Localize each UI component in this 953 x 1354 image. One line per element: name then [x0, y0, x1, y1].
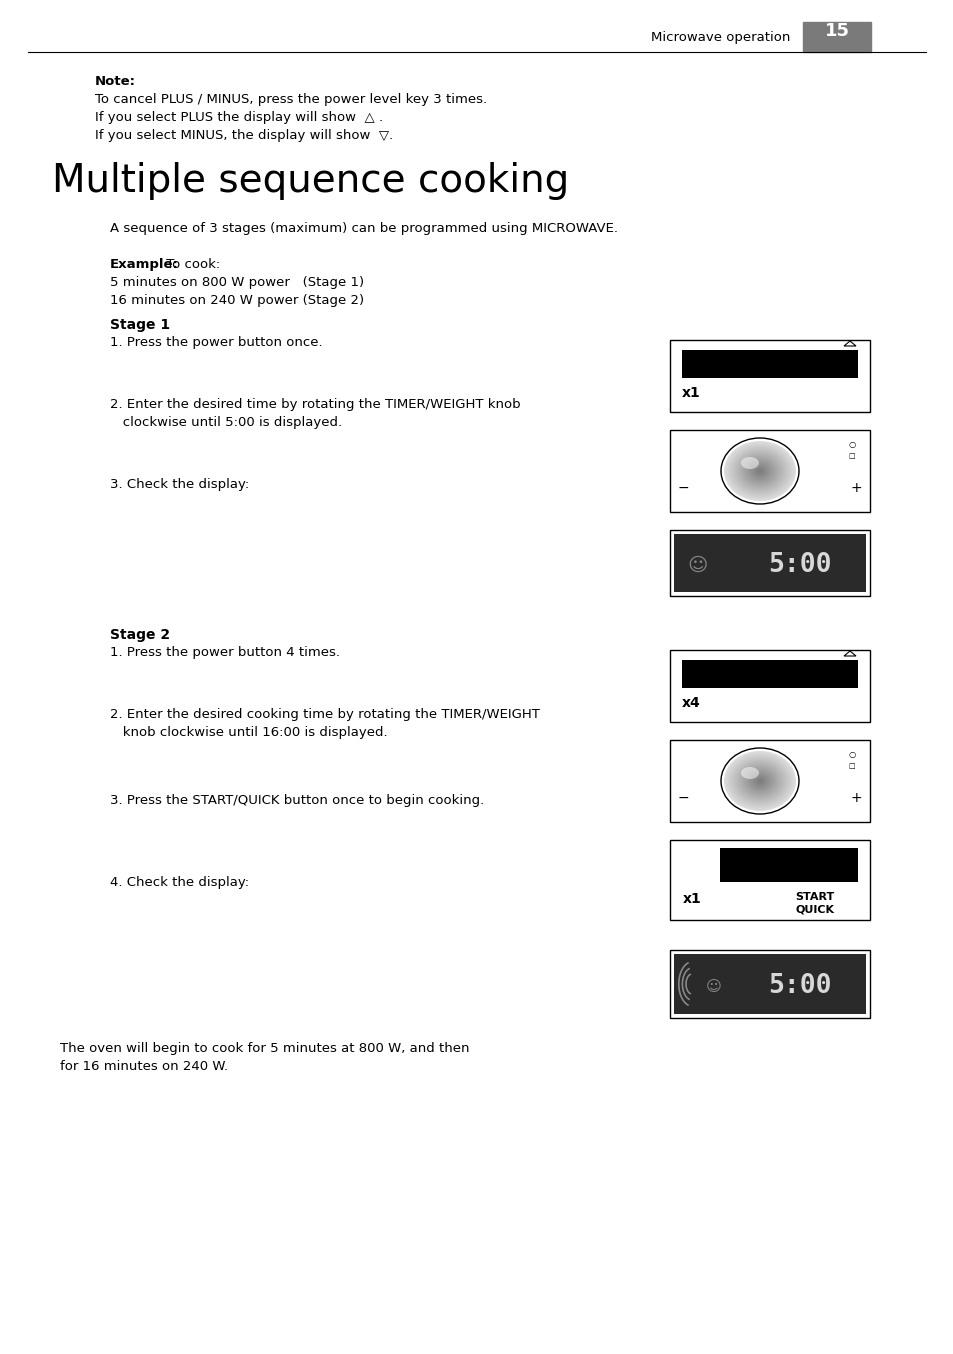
Ellipse shape: [746, 770, 772, 792]
Text: □: □: [848, 764, 855, 769]
Text: 16 minutes on 240 W power (Stage 2): 16 minutes on 240 W power (Stage 2): [110, 294, 364, 307]
Ellipse shape: [730, 757, 788, 806]
Ellipse shape: [758, 470, 761, 473]
Bar: [673, 533, 865, 592]
Text: To cancel PLUS / MINUS, press the power level key 3 times.: To cancel PLUS / MINUS, press the power …: [95, 93, 487, 106]
Bar: [669, 529, 869, 596]
Bar: [802, 22, 870, 51]
Text: 3. Check the display:: 3. Check the display:: [110, 478, 249, 492]
Bar: [669, 741, 869, 822]
Text: The oven will begin to cook for 5 minutes at 800 W, and then: The oven will begin to cook for 5 minute…: [60, 1043, 469, 1055]
Ellipse shape: [730, 447, 788, 496]
Text: QUICK: QUICK: [795, 904, 834, 914]
Text: +: +: [849, 791, 862, 806]
Ellipse shape: [740, 458, 759, 468]
Text: Example:: Example:: [110, 259, 179, 271]
Bar: [669, 839, 869, 919]
Bar: [669, 650, 869, 722]
Text: Stage 2: Stage 2: [110, 628, 170, 642]
Ellipse shape: [745, 769, 774, 793]
Bar: [669, 951, 869, 1018]
Text: Microwave operation: Microwave operation: [650, 31, 789, 45]
Text: 1. Press the power button once.: 1. Press the power button once.: [110, 336, 322, 349]
Text: ☺: ☺: [705, 979, 721, 994]
Ellipse shape: [756, 468, 762, 474]
Ellipse shape: [750, 773, 768, 788]
Ellipse shape: [736, 451, 782, 490]
Ellipse shape: [752, 774, 766, 787]
Ellipse shape: [732, 758, 786, 803]
Text: If you select PLUS the display will show  △ .: If you select PLUS the display will show…: [95, 111, 383, 125]
Ellipse shape: [727, 754, 792, 808]
Ellipse shape: [734, 450, 784, 492]
Bar: [681, 659, 857, 688]
Text: A sequence of 3 stages (maximum) can be programmed using MICROWAVE.: A sequence of 3 stages (maximum) can be …: [110, 222, 618, 236]
Ellipse shape: [727, 444, 792, 498]
Text: +: +: [849, 481, 862, 496]
Text: Stage 1: Stage 1: [110, 318, 170, 332]
Text: START: START: [795, 892, 834, 902]
Ellipse shape: [723, 751, 795, 811]
Ellipse shape: [743, 458, 776, 485]
Ellipse shape: [740, 765, 779, 798]
Text: 5 minutes on 800 W power   (Stage 1): 5 minutes on 800 W power (Stage 1): [110, 276, 364, 288]
Text: knob clockwise until 16:00 is displayed.: knob clockwise until 16:00 is displayed.: [110, 726, 387, 739]
Ellipse shape: [723, 441, 795, 501]
Text: x4: x4: [681, 696, 700, 709]
Bar: [669, 340, 869, 412]
Ellipse shape: [746, 460, 772, 482]
Ellipse shape: [754, 467, 764, 475]
Ellipse shape: [743, 768, 776, 795]
Ellipse shape: [740, 766, 759, 779]
Text: 5:00: 5:00: [767, 552, 831, 578]
Text: 4. Check the display:: 4. Check the display:: [110, 876, 249, 890]
Text: □: □: [848, 454, 855, 459]
Ellipse shape: [734, 760, 784, 802]
Text: 2. Enter the desired cooking time by rotating the TIMER/WEIGHT: 2. Enter the desired cooking time by rot…: [110, 708, 539, 720]
Text: ☺: ☺: [687, 555, 707, 574]
Text: 2. Enter the desired time by rotating the TIMER/WEIGHT knob: 2. Enter the desired time by rotating th…: [110, 398, 520, 412]
Ellipse shape: [732, 448, 786, 493]
Text: Note:: Note:: [95, 74, 136, 88]
Ellipse shape: [756, 779, 762, 784]
Text: 5:00: 5:00: [767, 974, 831, 999]
Ellipse shape: [729, 445, 790, 497]
Ellipse shape: [741, 766, 778, 796]
Text: Multiple sequence cooking: Multiple sequence cooking: [52, 162, 569, 200]
Text: clockwise until 5:00 is displayed.: clockwise until 5:00 is displayed.: [110, 416, 342, 429]
Text: 15: 15: [823, 22, 848, 41]
Ellipse shape: [725, 753, 793, 810]
Ellipse shape: [754, 776, 764, 785]
Ellipse shape: [738, 454, 781, 489]
Ellipse shape: [738, 764, 781, 799]
Ellipse shape: [729, 756, 790, 807]
Bar: [681, 349, 857, 378]
Ellipse shape: [750, 463, 768, 478]
Text: ○: ○: [847, 440, 855, 448]
Text: 1. Press the power button 4 times.: 1. Press the power button 4 times.: [110, 646, 339, 659]
Ellipse shape: [748, 462, 770, 481]
Text: x1: x1: [681, 386, 700, 399]
Bar: [669, 431, 869, 512]
Text: for 16 minutes on 240 W.: for 16 minutes on 240 W.: [60, 1060, 228, 1072]
Ellipse shape: [725, 443, 793, 500]
Text: 3. Press the START/QUICK button once to begin cooking.: 3. Press the START/QUICK button once to …: [110, 793, 484, 807]
Text: If you select MINUS, the display will show  ▽.: If you select MINUS, the display will sh…: [95, 129, 393, 142]
Text: −: −: [678, 791, 689, 806]
Ellipse shape: [740, 455, 779, 487]
Bar: [720, 848, 857, 881]
Text: −: −: [678, 481, 689, 496]
Ellipse shape: [758, 780, 761, 783]
Text: To cook:: To cook:: [162, 259, 220, 271]
Ellipse shape: [748, 772, 770, 789]
Bar: [673, 955, 865, 1014]
Ellipse shape: [736, 761, 782, 800]
Text: ○: ○: [847, 750, 855, 758]
Ellipse shape: [745, 459, 774, 483]
Ellipse shape: [752, 464, 766, 477]
Text: x1: x1: [682, 892, 700, 906]
Ellipse shape: [741, 456, 778, 486]
